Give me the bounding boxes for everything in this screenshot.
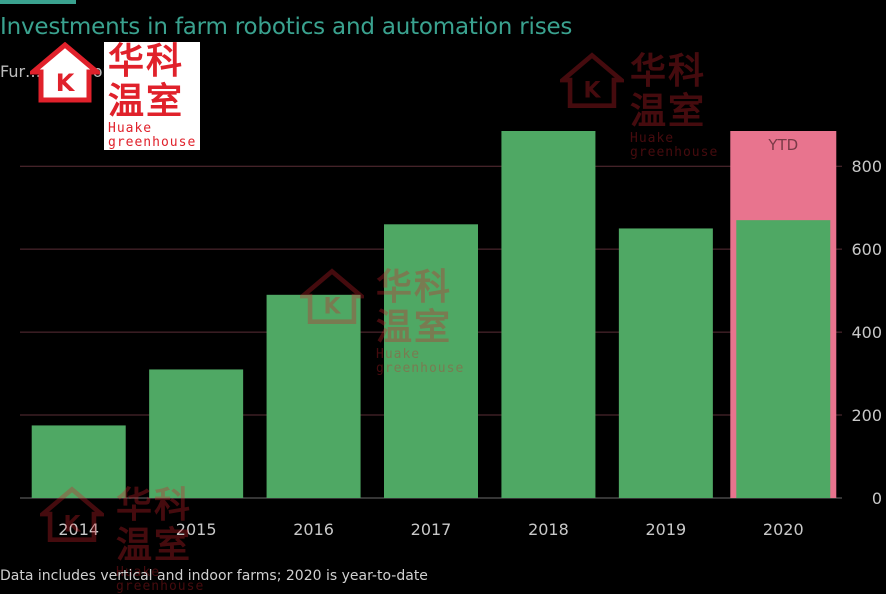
y-tick-label: 0	[872, 489, 882, 508]
y-tick-label: 800	[851, 157, 882, 176]
y-tick-label: 200	[851, 406, 882, 425]
chart-title: Investments in farm robotics and automat…	[0, 14, 573, 40]
x-tick-label: 2018	[528, 520, 569, 539]
bar-2015	[149, 369, 244, 498]
y-tick-label: 400	[851, 323, 882, 342]
x-tick-label: 2016	[293, 520, 334, 539]
top-accent-bar	[0, 0, 76, 4]
x-tick-label: 2020	[763, 520, 804, 539]
bar-2017	[384, 224, 478, 498]
bar-2016	[266, 294, 361, 498]
x-axis-labels: 2014 2015 2016 2017 2018 2019 2020	[58, 520, 803, 539]
bar-2019	[618, 228, 713, 499]
x-tick-label: 2015	[176, 520, 217, 539]
y-tick-label: 600	[851, 240, 882, 259]
y-axis-labels: 0 200 400 600 800	[851, 157, 882, 508]
x-tick-label: 2019	[645, 520, 686, 539]
ytd-label: YTD	[767, 136, 798, 154]
bar-2014	[31, 425, 126, 498]
x-tick-label: 2014	[58, 520, 99, 539]
bars	[31, 131, 831, 499]
chart-footnote: Data includes vertical and indoor farms;…	[0, 568, 428, 584]
bar-2018	[501, 131, 596, 498]
x-tick-label: 2017	[411, 520, 452, 539]
bar-2020	[736, 220, 831, 498]
